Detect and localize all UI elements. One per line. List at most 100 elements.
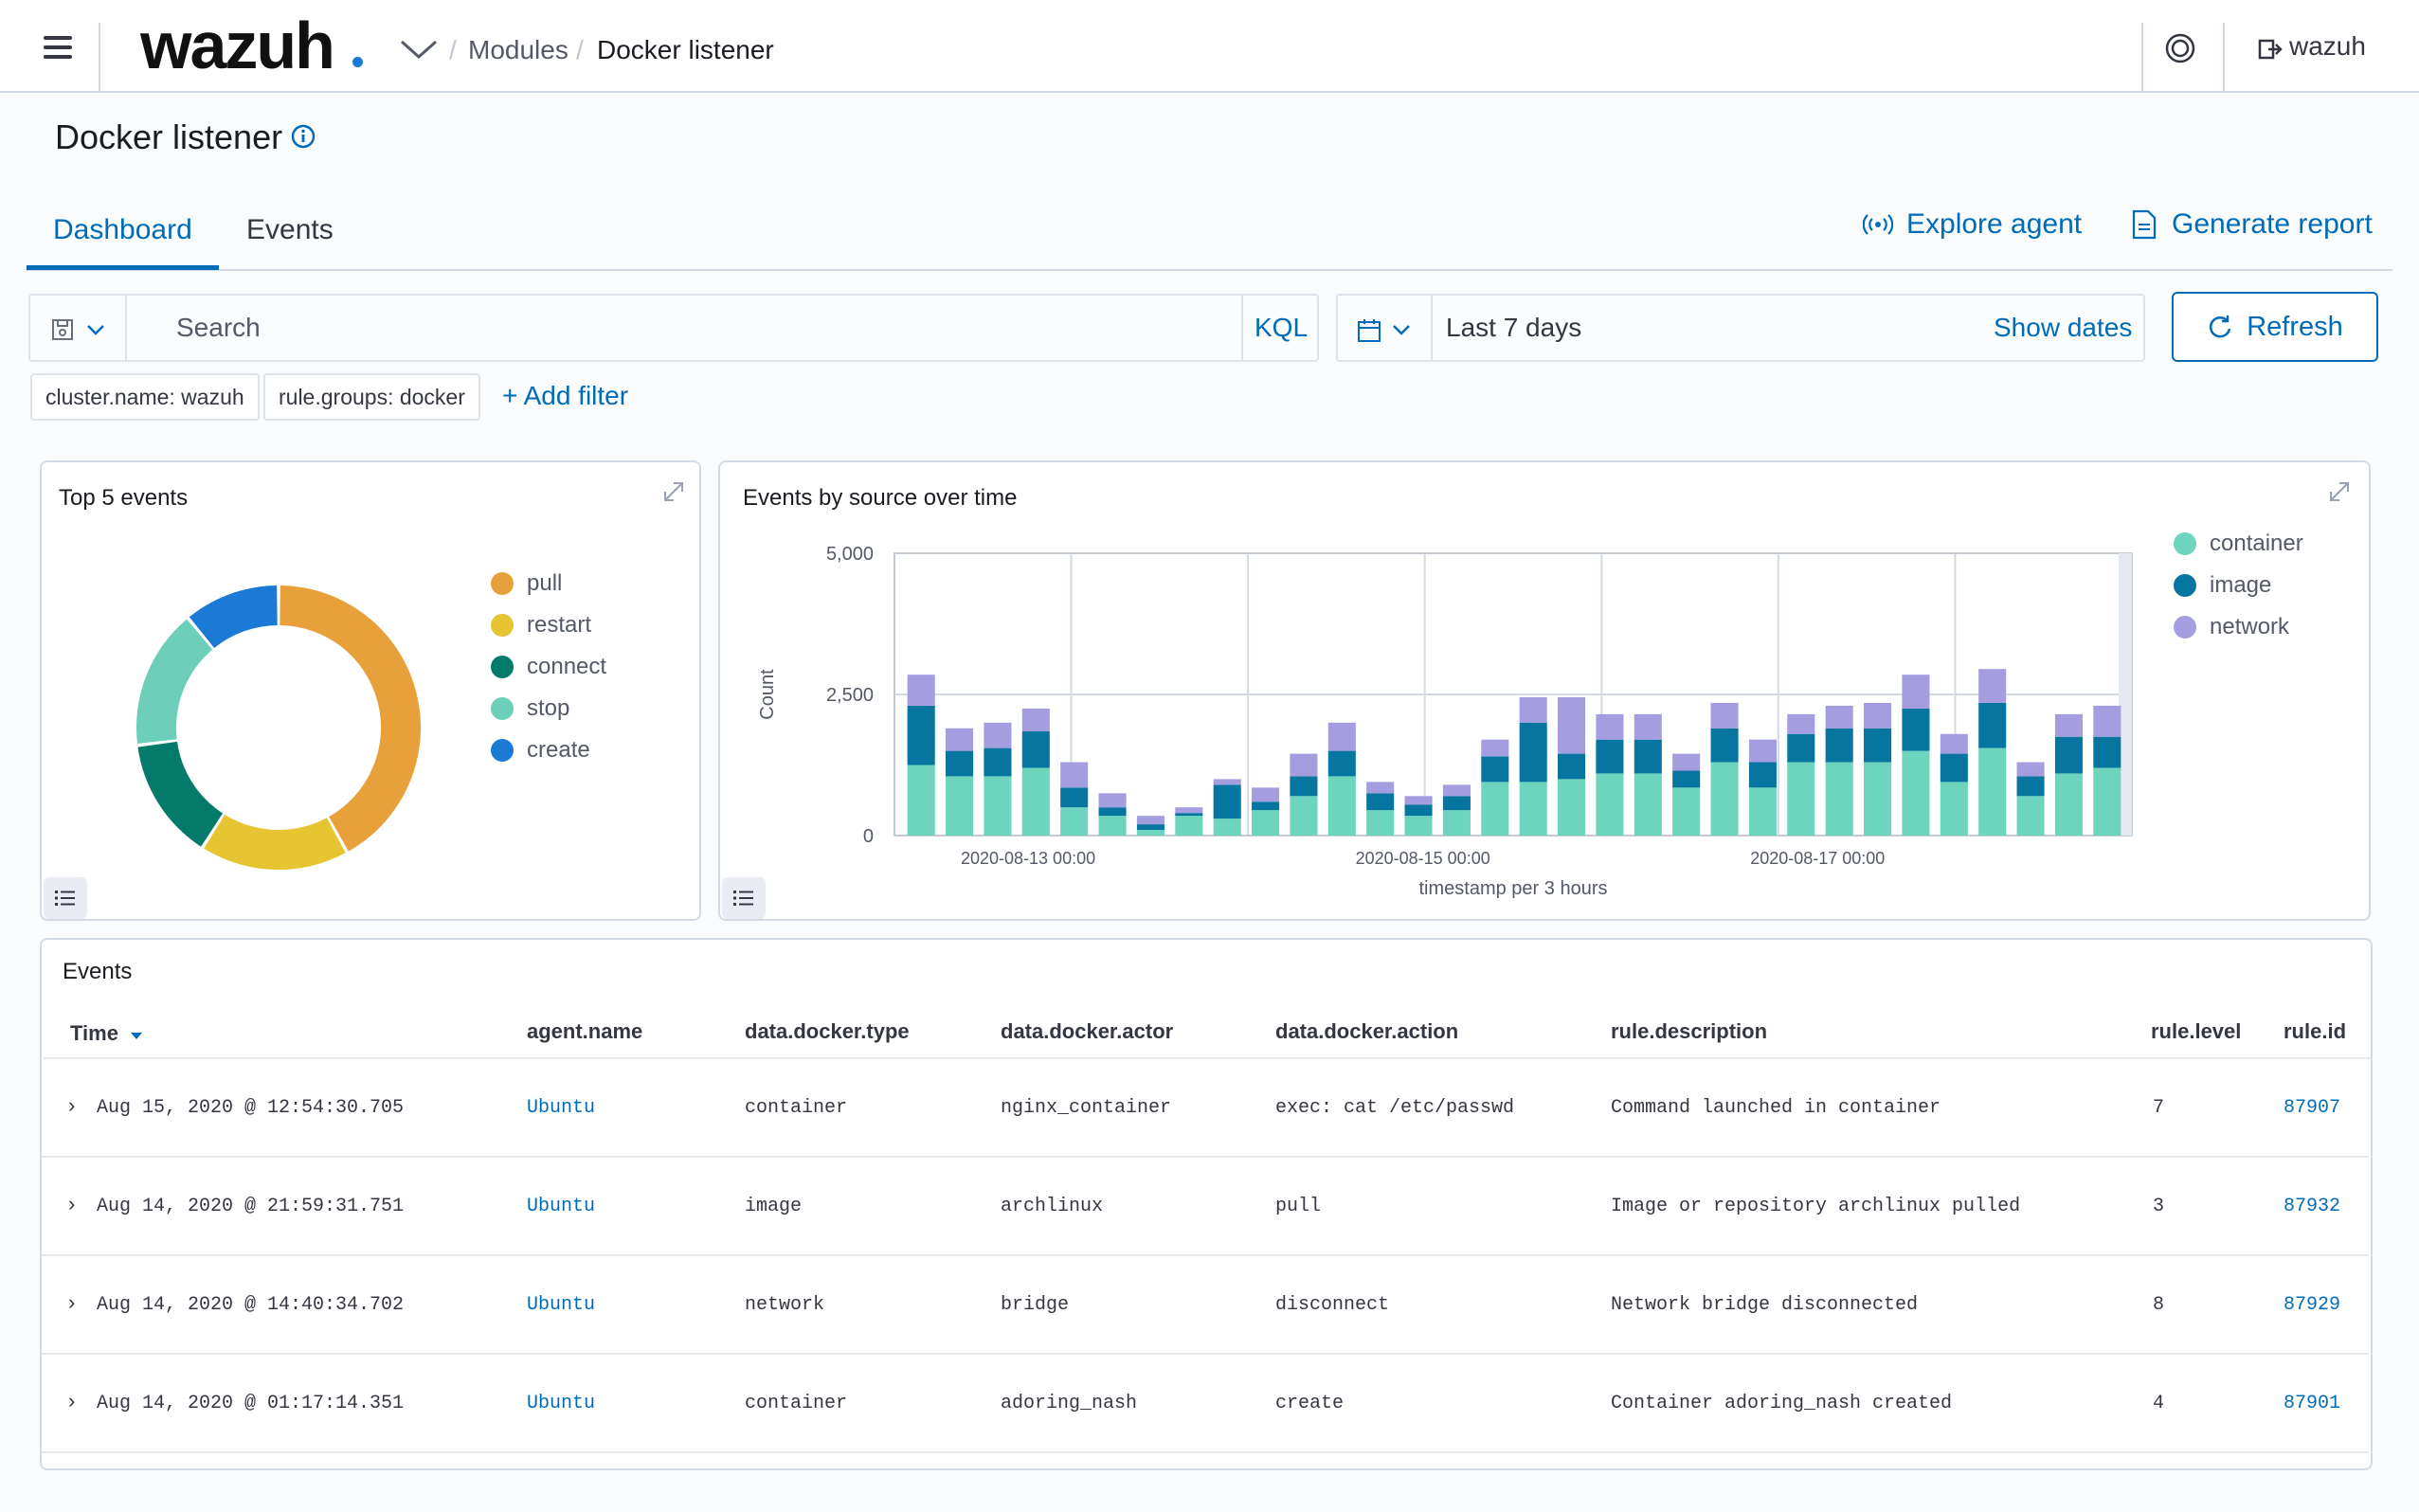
info-icon[interactable] (290, 123, 316, 150)
bar-image[interactable] (1864, 728, 1892, 763)
bar-container[interactable] (1940, 782, 1968, 836)
bar-network[interactable] (946, 728, 974, 751)
bar-image[interactable] (1213, 784, 1241, 819)
tab-events[interactable]: Events (246, 214, 334, 245)
user-menu[interactable]: wazuh (2289, 31, 2366, 61)
bar-image[interactable] (1596, 739, 1624, 774)
bar-image[interactable] (1021, 730, 1050, 768)
bar-container[interactable] (1021, 767, 1050, 836)
filter-pill-rule-groups[interactable]: rule.groups: docker (263, 373, 480, 421)
table-row[interactable]: › Aug 14, 2020 @ 01:17:14.351 Ubuntu contai… (42, 1355, 2371, 1453)
add-filter-button[interactable]: + Add filter (502, 381, 629, 410)
logout-icon[interactable] (2257, 36, 2284, 63)
table-row[interactable]: › Aug 15, 2020 @ 12:54:30.705 Ubuntu contai… (42, 1059, 2371, 1158)
bar-container[interactable] (1366, 810, 1395, 836)
bar-network[interactable] (1442, 784, 1471, 797)
bar-container[interactable] (1710, 762, 1739, 836)
bar-container[interactable] (1136, 830, 1164, 836)
bar-image[interactable] (1672, 770, 1701, 788)
bar-image[interactable] (907, 705, 935, 765)
bar-container[interactable] (907, 765, 935, 837)
bar-network[interactable] (1864, 702, 1892, 729)
column-header-time[interactable]: Time (70, 1021, 143, 1046)
bar-network[interactable] (1136, 816, 1164, 825)
bar-image[interactable] (2093, 736, 2121, 768)
tab-dashboard[interactable]: Dashboard (53, 214, 192, 245)
bar-image[interactable] (1060, 787, 1089, 808)
bar-network[interactable] (1021, 708, 1050, 731)
table-cell-rule-id[interactable]: 87932 (2284, 1196, 2341, 1217)
search-input[interactable] (131, 299, 1268, 356)
donut-slice-connect[interactable] (137, 741, 224, 847)
bar-container[interactable] (1327, 776, 1356, 836)
bar-network[interactable] (2016, 762, 2045, 777)
column-header-rule-description[interactable]: rule.description (1611, 1019, 1768, 1043)
saved-query-button[interactable] (30, 296, 127, 360)
table-cell-rule-id[interactable]: 87907 (2284, 1097, 2341, 1119)
bar-container[interactable] (1902, 750, 1930, 836)
table-row[interactable]: › Aug 14, 2020 @ 21:59:31.751 Ubuntu image a… (42, 1158, 2371, 1256)
bar-image[interactable] (1519, 722, 1547, 783)
legend-item-restart[interactable]: restart (491, 604, 606, 646)
bar-network[interactable] (1213, 779, 1241, 785)
bar-container[interactable] (1519, 782, 1547, 836)
bar-container[interactable] (946, 776, 974, 836)
bar-network[interactable] (1327, 722, 1356, 751)
bar-network[interactable] (1098, 793, 1127, 808)
date-range-value[interactable]: Last 7 days (1446, 313, 1582, 342)
bar-image[interactable] (1098, 807, 1127, 817)
bar-image[interactable] (984, 747, 1012, 777)
bar-image[interactable] (1787, 733, 1815, 763)
wazuh-logo[interactable]: wazuh (140, 9, 335, 82)
refresh-button[interactable]: Refresh (2172, 292, 2378, 362)
bar-image[interactable] (1634, 739, 1662, 774)
bar-network[interactable] (1672, 753, 1701, 771)
bar-network[interactable] (907, 675, 935, 706)
bar-container[interactable] (1978, 747, 2007, 836)
explore-agent-button[interactable]: Explore agent (1863, 208, 2082, 241)
bar-image[interactable] (1404, 804, 1433, 817)
bar-container[interactable] (1175, 816, 1203, 836)
bar-network[interactable] (2093, 705, 2121, 737)
bar-container[interactable] (2093, 767, 2121, 836)
bar-image[interactable] (2054, 736, 2083, 774)
bar-network[interactable] (1902, 675, 1930, 709)
bar-image[interactable] (2016, 776, 2045, 797)
column-header-docker-action[interactable]: data.docker.action (1275, 1019, 1459, 1043)
bar-network[interactable] (1519, 696, 1547, 723)
filter-pill-cluster[interactable]: cluster.name: wazuh (30, 373, 260, 421)
legend-item-network[interactable]: network (2174, 606, 2303, 648)
bar-container[interactable] (1252, 810, 1280, 836)
bar-container[interactable] (1442, 810, 1471, 836)
bar-container[interactable] (1596, 773, 1624, 836)
bar-network[interactable] (1748, 739, 1777, 763)
table-cell-agent-name[interactable]: Ubuntu (527, 1097, 596, 1119)
bar-network[interactable] (1978, 669, 2007, 703)
bar-image[interactable] (1978, 702, 2007, 748)
bar-image[interactable] (1366, 793, 1395, 811)
bar-image[interactable] (946, 750, 974, 777)
bar-container[interactable] (1748, 787, 1777, 836)
bar-network[interactable] (1175, 807, 1203, 814)
hamburger-menu-icon[interactable] (36, 30, 81, 68)
bar-image[interactable] (1136, 824, 1164, 831)
bar-image[interactable] (1825, 728, 1853, 763)
bar-container[interactable] (1864, 762, 1892, 836)
bar-container[interactable] (1825, 762, 1853, 836)
table-cell-agent-name[interactable]: Ubuntu (527, 1294, 596, 1316)
help-ring-icon[interactable] (2162, 30, 2198, 66)
kql-toggle-button[interactable]: KQL (1241, 296, 1319, 360)
expand-row-chevron-icon[interactable]: › (68, 1093, 76, 1117)
bar-image[interactable] (1902, 708, 1930, 751)
legend-toggle-button[interactable] (44, 877, 87, 919)
legend-item-stop[interactable]: stop (491, 688, 606, 729)
bar-container[interactable] (984, 776, 1012, 836)
expand-row-chevron-icon[interactable]: › (68, 1290, 76, 1314)
bar-container[interactable] (1634, 773, 1662, 836)
table-row[interactable]: › Aug 14, 2020 @ 14:40:34.702 Ubuntu networ… (42, 1256, 2371, 1355)
bar-network[interactable] (1710, 702, 1739, 729)
bar-container[interactable] (1787, 762, 1815, 836)
legend-item-connect[interactable]: connect (491, 646, 606, 688)
legend-item-container[interactable]: container (2174, 523, 2303, 565)
bar-container[interactable] (1558, 779, 1586, 836)
